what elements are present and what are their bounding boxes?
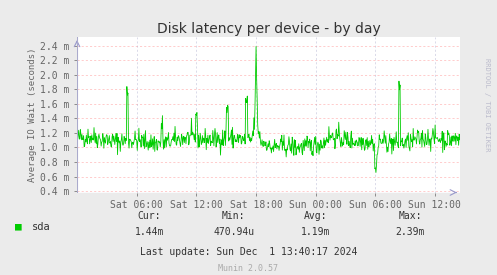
Y-axis label: Average IO Wait (seconds): Average IO Wait (seconds) <box>28 48 37 182</box>
Text: Cur:: Cur: <box>137 211 161 221</box>
Text: 470.94u: 470.94u <box>213 227 254 237</box>
Text: Min:: Min: <box>222 211 246 221</box>
Text: Max:: Max: <box>398 211 422 221</box>
Text: 1.19m: 1.19m <box>301 227 331 237</box>
Text: Munin 2.0.57: Munin 2.0.57 <box>219 264 278 273</box>
Text: Last update: Sun Dec  1 13:40:17 2024: Last update: Sun Dec 1 13:40:17 2024 <box>140 247 357 257</box>
Text: 1.44m: 1.44m <box>134 227 164 237</box>
Title: Disk latency per device - by day: Disk latency per device - by day <box>157 22 380 36</box>
Text: Avg:: Avg: <box>304 211 328 221</box>
Text: 2.39m: 2.39m <box>395 227 425 237</box>
Text: sda: sda <box>32 222 51 232</box>
Text: ■: ■ <box>15 222 22 232</box>
Text: RRDTOOL / TOBI OETIKER: RRDTOOL / TOBI OETIKER <box>484 58 490 151</box>
